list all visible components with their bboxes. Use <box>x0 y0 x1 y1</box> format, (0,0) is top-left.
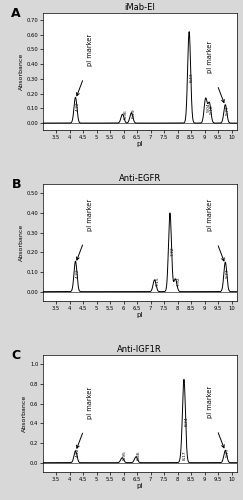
Text: pI marker: pI marker <box>87 198 93 230</box>
Text: 5.96: 5.96 <box>123 110 127 119</box>
Text: 8.43: 8.43 <box>190 72 194 82</box>
Text: 7.92: 7.92 <box>176 276 180 286</box>
Text: A: A <box>11 6 21 20</box>
X-axis label: pI: pI <box>137 483 143 489</box>
Text: pI marker: pI marker <box>208 200 213 232</box>
Text: 4.22: 4.22 <box>76 268 80 278</box>
Text: pI marker: pI marker <box>87 386 93 419</box>
Y-axis label: Absorbance: Absorbance <box>19 53 24 90</box>
Title: iMab-EI: iMab-EI <box>124 2 155 12</box>
Text: 5.95: 5.95 <box>123 450 127 460</box>
Text: 8.17: 8.17 <box>183 450 187 460</box>
X-axis label: pI: pI <box>137 312 143 318</box>
Text: pI marker: pI marker <box>208 41 213 73</box>
Y-axis label: Absorbance: Absorbance <box>19 224 24 261</box>
Text: 7.72: 7.72 <box>171 246 175 256</box>
Text: B: B <box>11 178 21 190</box>
Text: C: C <box>11 348 21 362</box>
Text: 9.77: 9.77 <box>226 448 230 457</box>
Title: Anti-IGF1R: Anti-IGF1R <box>117 345 162 354</box>
Text: 9.18: 9.18 <box>210 104 214 114</box>
X-axis label: pI: pI <box>137 141 143 147</box>
Text: 9.77: 9.77 <box>226 269 230 278</box>
Title: Anti-EGFR: Anti-EGFR <box>119 174 161 182</box>
Text: 7.15: 7.15 <box>155 276 159 286</box>
Text: 6.29: 6.29 <box>132 109 136 118</box>
Text: pI marker: pI marker <box>208 386 213 418</box>
Text: 6.46: 6.46 <box>137 450 141 460</box>
Text: 9.04: 9.04 <box>206 102 210 112</box>
Text: pI marker: pI marker <box>87 34 93 66</box>
Y-axis label: Absorbance: Absorbance <box>22 395 27 432</box>
Text: 9.77: 9.77 <box>226 105 230 115</box>
Text: 4.22: 4.22 <box>76 102 80 112</box>
Text: 8.24: 8.24 <box>185 417 189 426</box>
Text: 4.22: 4.22 <box>76 448 80 458</box>
